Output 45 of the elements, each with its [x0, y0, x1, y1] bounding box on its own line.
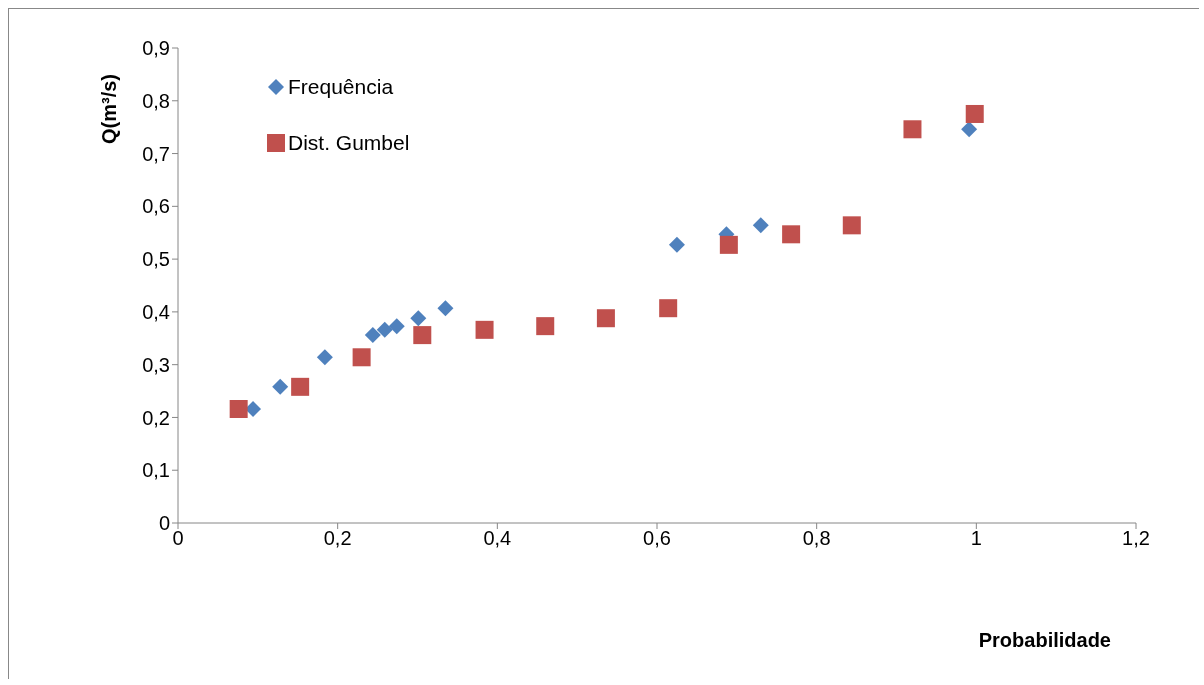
point: [965, 104, 984, 123]
y-tick-label: 0,7: [142, 142, 170, 165]
y-tick-label: 0,4: [142, 300, 170, 323]
point: [410, 310, 427, 327]
point: [229, 400, 248, 418]
point: [272, 378, 289, 395]
x-tick-label: 1: [970, 527, 982, 550]
point: [659, 299, 678, 318]
y-tick-label: 0: [158, 512, 170, 535]
point: [536, 317, 555, 336]
point: [596, 309, 615, 328]
x-tick-label: 0,8: [802, 527, 831, 550]
y-tick-label: 0,9: [142, 37, 170, 60]
x-axis-title: Probabilidade: [978, 629, 1111, 652]
point: [752, 217, 769, 234]
legend-label: Frequência: [288, 75, 394, 99]
x-tick-label: 0: [172, 527, 184, 550]
y-axis-title: Q(m³/s): [97, 74, 121, 144]
point: [413, 326, 432, 345]
x-tick-label: 0,2: [323, 527, 352, 550]
x-tick-label: 0,4: [483, 527, 512, 550]
point: [903, 120, 922, 139]
x-tick-label: 0,6: [643, 527, 671, 550]
point: [376, 321, 393, 338]
point: [388, 318, 405, 335]
point: [475, 320, 494, 339]
y-tick-label: 0,2: [142, 406, 170, 429]
y-tick-label: 0,5: [142, 248, 170, 271]
legend-label: Dist. Gumbel: [288, 131, 410, 155]
point: [245, 401, 262, 417]
point: [437, 300, 454, 317]
x-tick-label: 1,2: [1122, 527, 1150, 550]
y-tick-label: 0,1: [142, 459, 170, 482]
point: [364, 327, 381, 344]
point: [961, 121, 978, 138]
point: [316, 349, 333, 366]
y-tick-label: 0,3: [142, 353, 170, 376]
point: [782, 225, 801, 244]
y-tick-label: 0,8: [142, 89, 170, 112]
point: [352, 348, 371, 367]
y-tick-label: 0,6: [142, 195, 170, 218]
point: [291, 377, 310, 396]
point: [842, 216, 861, 235]
point: [719, 235, 738, 254]
point: [668, 236, 685, 253]
